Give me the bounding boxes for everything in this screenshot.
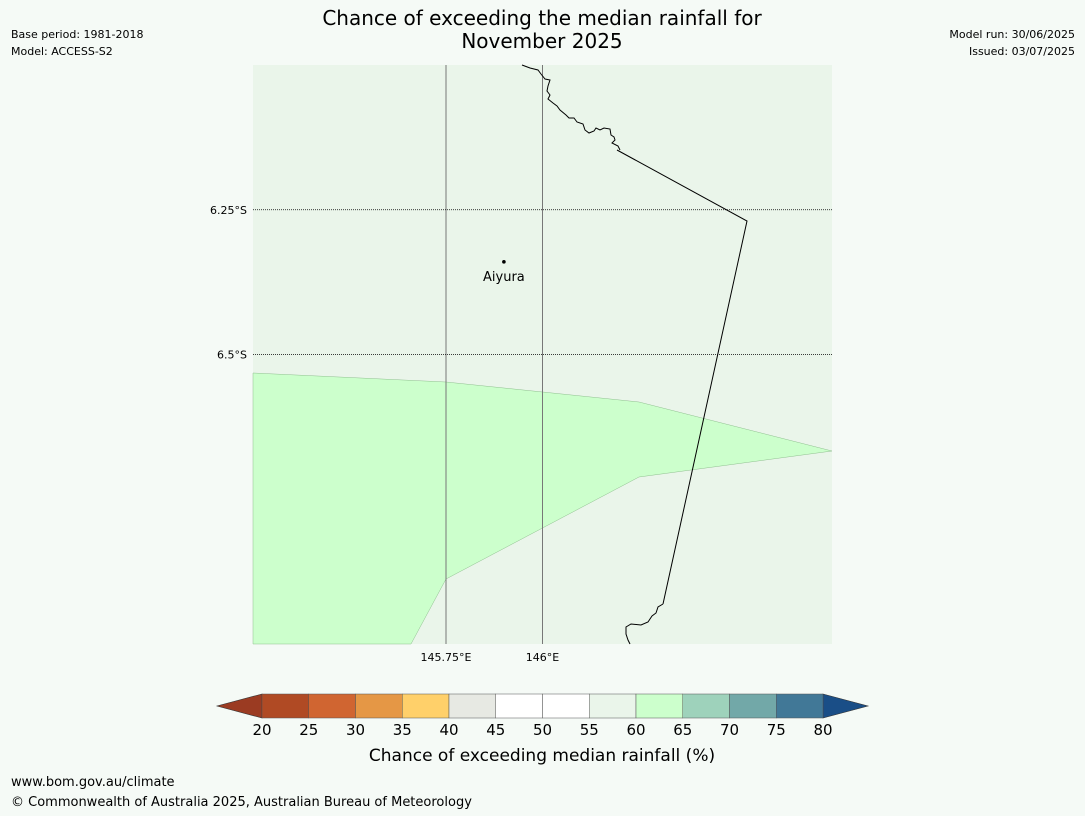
colorbar-segment-60-65 (635, 693, 683, 719)
colorbar-tick-50: 50 (533, 721, 552, 739)
metadata-right: Model run: 30/06/2025 Issued: 03/07/2025 (949, 26, 1075, 60)
longitude-labels: 145.75°E 146°E (421, 651, 560, 664)
colorbar-tick-35: 35 (393, 721, 412, 739)
border-line (616, 149, 748, 605)
colorbar-segment-35-40 (402, 693, 450, 719)
colorbar-segment-65-70 (682, 693, 730, 719)
lon-label-1: 146°E (526, 651, 559, 664)
latitude-labels: 6.25°S 6.5°S (210, 204, 247, 362)
colorbar-tick-30: 30 (346, 721, 365, 739)
colorbar-tick-45: 45 (486, 721, 505, 739)
model-name: Model: ACCESS-S2 (11, 45, 113, 58)
colorbar-segment-25-30 (308, 693, 356, 719)
coastline-south (625, 603, 664, 645)
colorbar-segment-75-80 (776, 693, 824, 719)
colorbar-segment-50-55 (542, 693, 590, 719)
colorbar: 20 25 30 35 40 45 50 55 60 65 70 75 80 (215, 693, 870, 739)
graticule (253, 65, 832, 644)
colorbar-tick-20: 20 (252, 721, 271, 739)
lon-label-0: 145.75°E (421, 651, 472, 664)
location-marker: Aiyura (483, 260, 525, 285)
lat-label-0: 6.25°S (210, 204, 247, 217)
colorbar-segment-20-25 (261, 693, 309, 719)
colorbar-tick-75: 75 (767, 721, 786, 739)
colorbar-tick-40: 40 (439, 721, 458, 739)
colorbar-tick-70: 70 (720, 721, 739, 739)
colorbar-tick-65: 65 (673, 721, 692, 739)
location-label: Aiyura (483, 270, 525, 285)
footer-url: www.bom.gov.au/climate (11, 775, 175, 790)
colorbar-under-arrow (215, 693, 263, 719)
location-dot (502, 260, 506, 264)
colorbar-segment-40-45 (448, 693, 496, 719)
coastline (521, 64, 748, 645)
coastline-north (521, 64, 621, 151)
issued-date: Issued: 03/07/2025 (968, 45, 1075, 58)
footer-copyright: © Commonwealth of Australia 2025, Austra… (11, 795, 472, 810)
lat-label-1: 6.5°S (217, 349, 247, 362)
title-line-2: November 2025 (461, 29, 623, 53)
map-title: Chance of exceeding the median rainfall … (242, 7, 842, 53)
colorbar-tick-55: 55 (580, 721, 599, 739)
colorbar-segment-55-60 (589, 693, 637, 719)
colorbar-tick-80: 80 (813, 721, 832, 739)
map-area: Aiyura (252, 64, 833, 645)
base-period: Base period: 1981-2018 (11, 28, 144, 41)
colorbar-over-arrow (822, 693, 870, 719)
metadata-left: Base period: 1981-2018 Model: ACCESS-S2 (11, 26, 143, 60)
model-run: Model run: 30/06/2025 (949, 28, 1075, 41)
title-line-1: Chance of exceeding the median rainfall … (322, 6, 762, 30)
colorbar-label: Chance of exceeding median rainfall (%) (369, 746, 715, 766)
colorbar-tick-25: 25 (299, 721, 318, 739)
colorbar-segment-70-75 (729, 693, 777, 719)
colorbar-segment-45-50 (495, 693, 543, 719)
colorbar-segment-30-35 (355, 693, 403, 719)
colorbar-tick-60: 60 (626, 721, 645, 739)
